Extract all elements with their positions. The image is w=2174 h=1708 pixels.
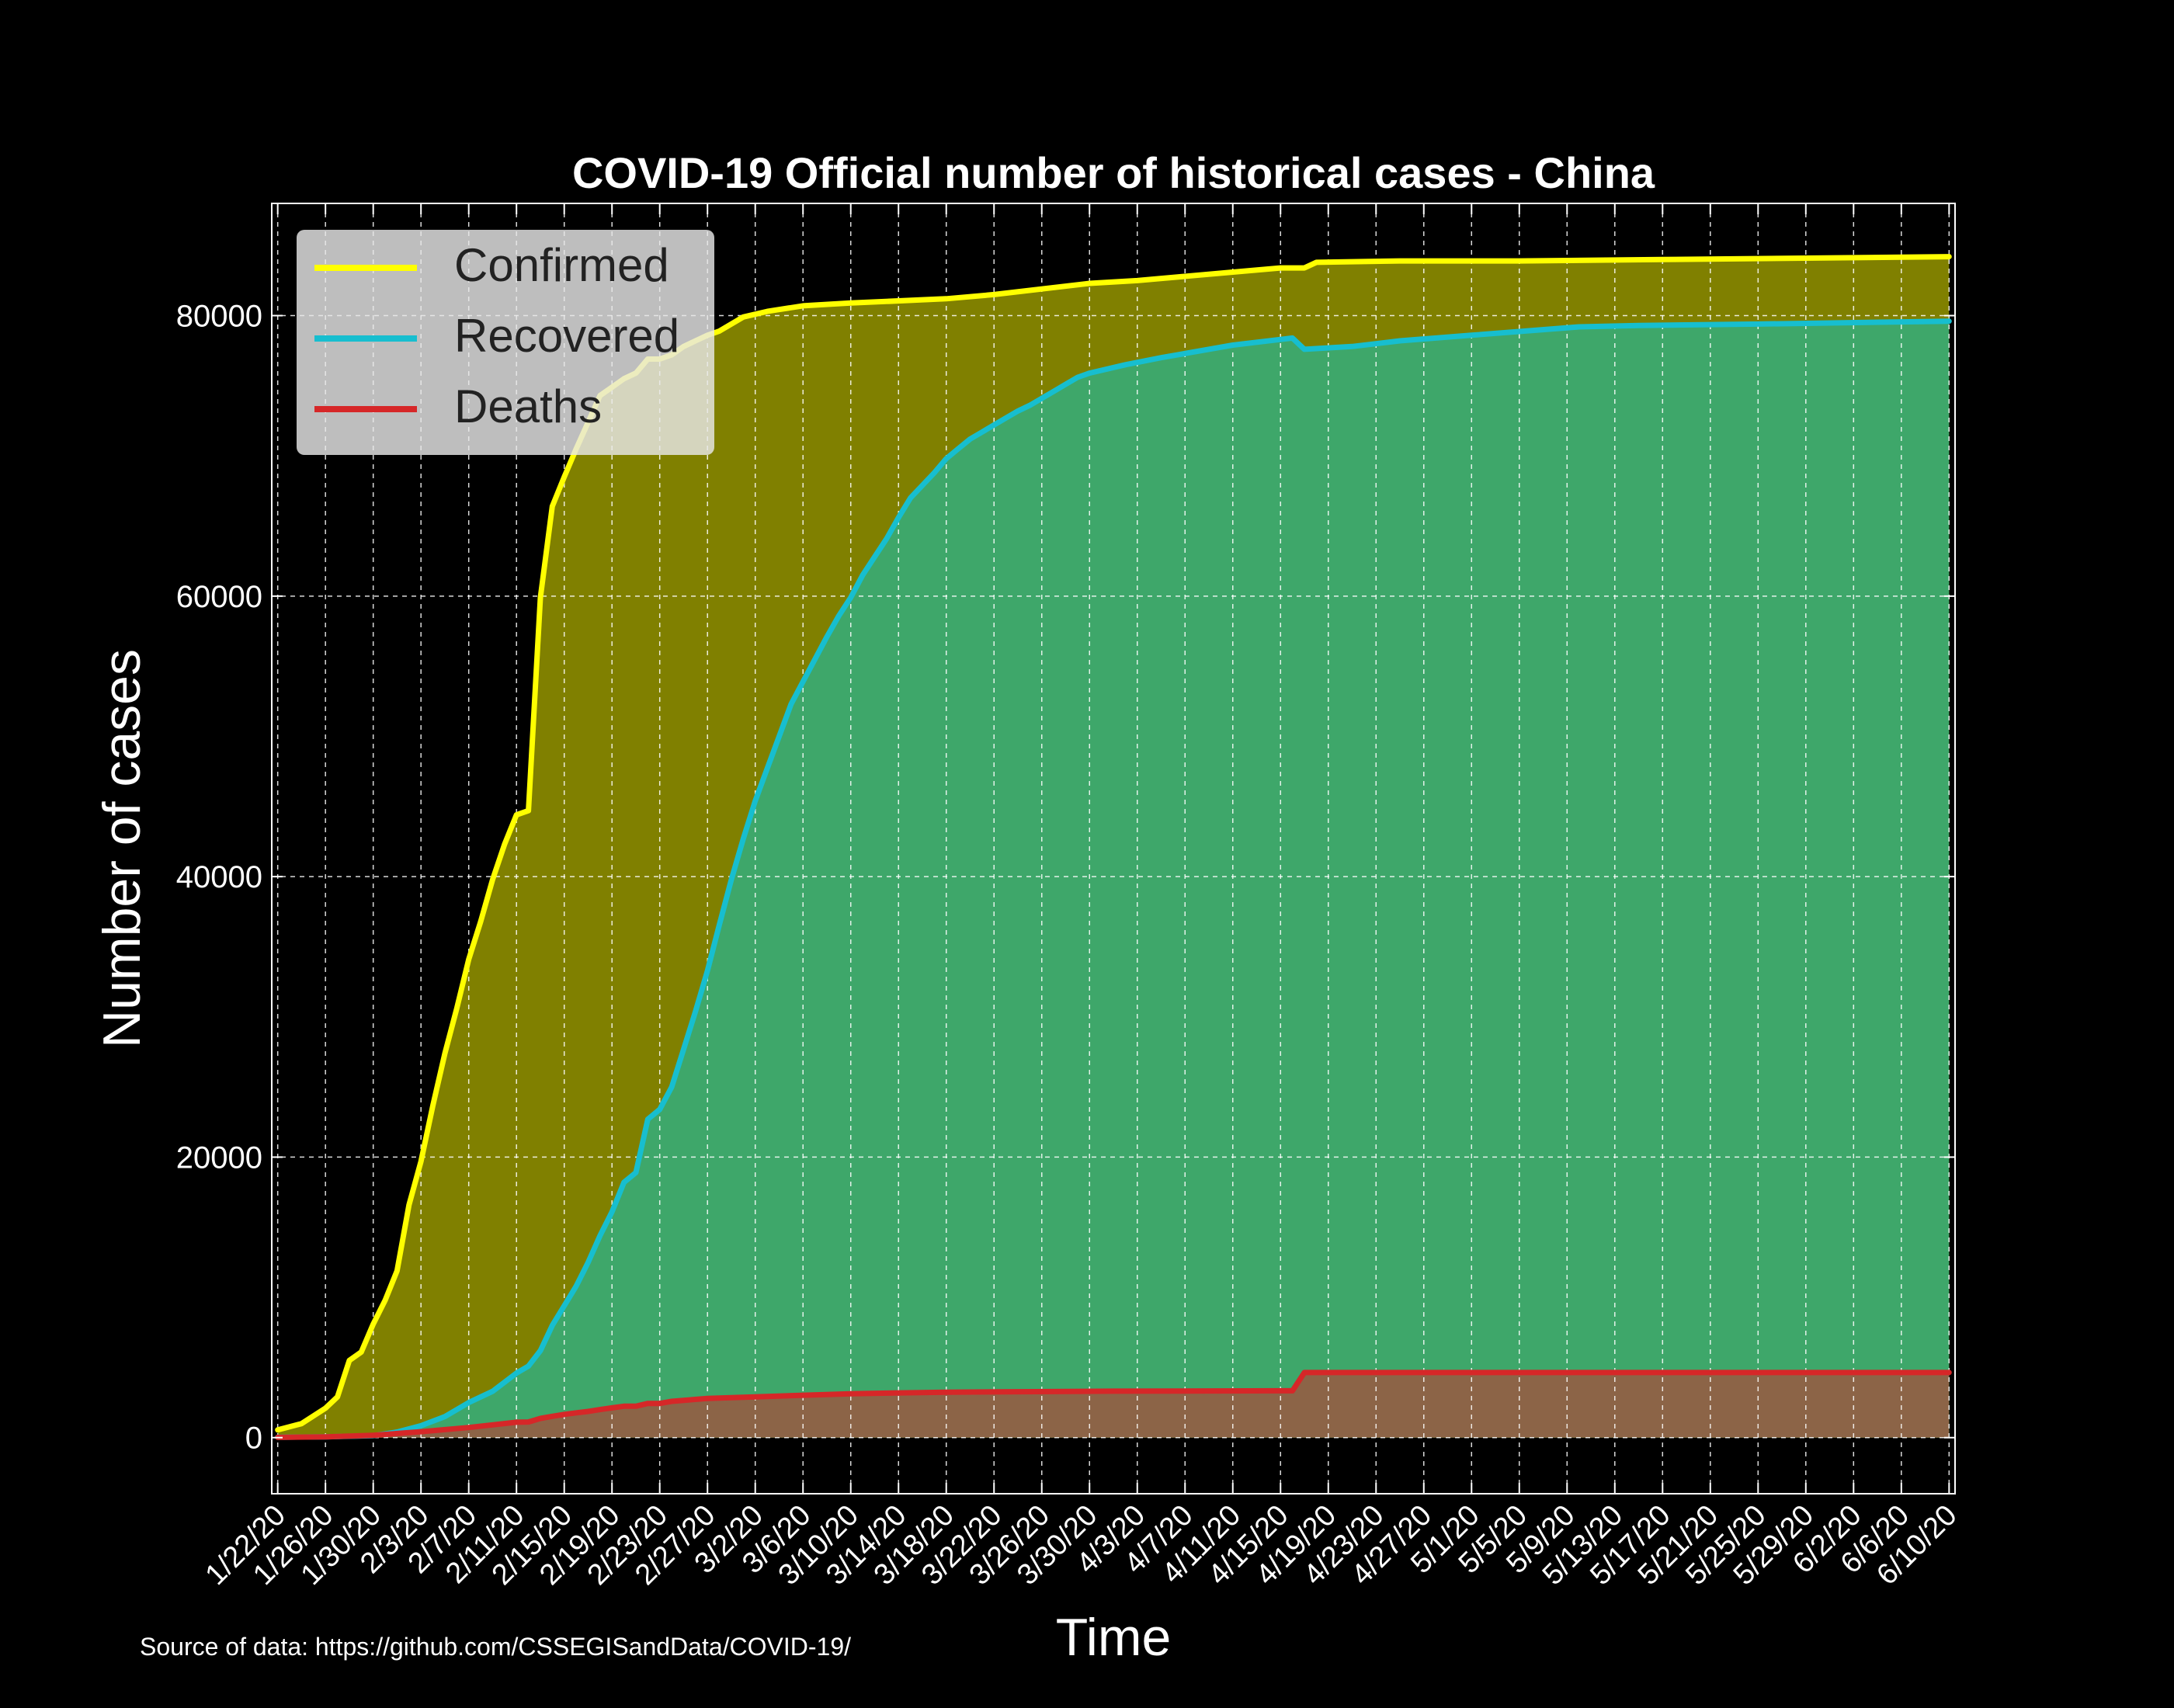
chart-title: COVID-19 Official number of historical c… — [572, 148, 1655, 197]
area-fills — [277, 256, 1950, 1438]
y-axis-label: Number of cases — [92, 649, 151, 1048]
legend: Confirmed Recovered Deaths — [297, 230, 714, 455]
ytick-label-40000: 40000 — [176, 860, 262, 894]
line-recovered — [275, 318, 1952, 1440]
ytick-label-60000: 60000 — [176, 580, 262, 614]
legend-label-deaths: Deaths — [454, 380, 602, 432]
plot-frame — [271, 203, 1956, 1494]
ytick-label-20000: 20000 — [176, 1140, 262, 1175]
ytick-label-0: 0 — [245, 1422, 262, 1456]
source-note: Source of data: https://github.com/CSSEG… — [140, 1633, 852, 1661]
x-axis-label: Time — [1056, 1608, 1172, 1667]
legend-label-recovered: Recovered — [454, 310, 679, 362]
line-deaths — [275, 1370, 1952, 1440]
axis-ticks — [272, 203, 1955, 1494]
area-deaths — [277, 1372, 1950, 1438]
legend-label-confirmed: Confirmed — [454, 239, 669, 291]
y-tick-labels: 0 20000 40000 60000 80000 — [176, 300, 262, 1456]
ytick-label-80000: 80000 — [176, 300, 262, 334]
area-recovered — [277, 321, 1950, 1438]
legend-box — [297, 230, 714, 455]
